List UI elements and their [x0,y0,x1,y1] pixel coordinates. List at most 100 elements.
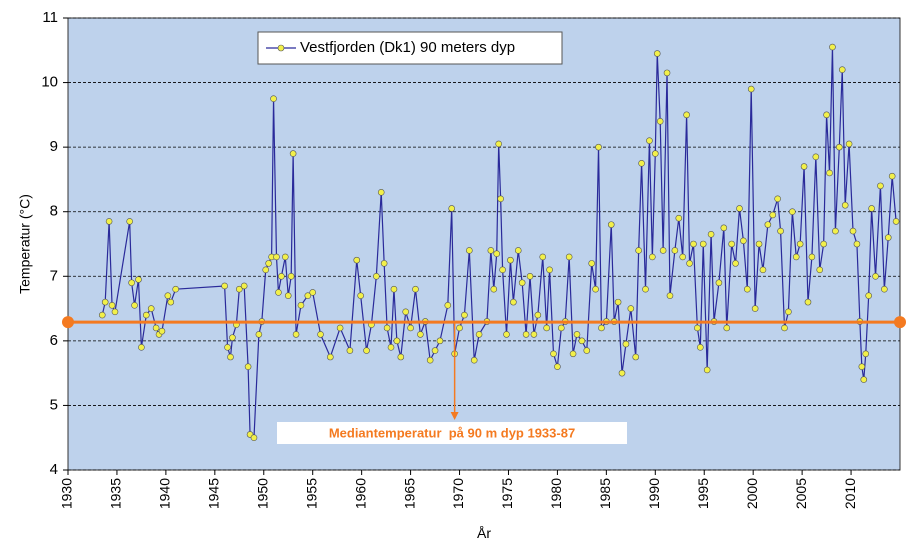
data-point [865,292,872,299]
data-point [789,208,796,216]
data-point [158,327,166,335]
data-point [649,253,656,261]
x-tick-label: 1935 [108,478,124,509]
data-point [143,311,150,319]
data-point [304,292,312,299]
data-point [393,337,401,345]
data-point [284,292,292,299]
data-point [431,347,439,354]
data-point [588,260,595,267]
data-point [792,253,800,261]
data-point [270,95,277,103]
data-point [229,334,236,341]
data-point [892,218,900,225]
data-point [755,240,763,248]
data-point [539,253,547,261]
data-point [699,240,707,248]
x-tick-label: 1995 [695,478,711,509]
data-point [607,221,615,228]
data-point [707,231,715,238]
data-point [128,279,135,287]
y-tick-label: 11 [42,9,58,26]
data-point [656,118,664,125]
median-label-box [277,422,627,444]
data-point [804,298,812,306]
data-point [849,227,857,235]
data-point [275,289,282,296]
data-point [436,337,444,345]
data-point [507,256,514,264]
data-point [417,331,424,338]
data-point [829,43,836,51]
data-point [774,195,781,203]
data-point [614,298,622,306]
data-point [720,224,728,232]
data-point [105,218,113,225]
data-point [683,111,690,119]
median-end [62,316,74,329]
data-point [390,285,398,293]
data-point [838,66,846,73]
data-point [412,285,419,293]
data-point [646,137,653,144]
data-point [444,302,452,309]
data-point [862,350,870,358]
data-point [785,308,792,316]
data-point [853,240,861,248]
data-point [592,285,599,293]
x-tick-label: 1985 [597,478,613,509]
x-tick-label: 1970 [450,478,466,509]
data-point [475,331,483,338]
data-point [510,298,517,306]
data-point [841,201,849,209]
data-point [377,189,385,196]
data-point [240,282,248,290]
y-tick-label: 4 [50,461,58,478]
data-point [101,298,109,306]
x-tick-label: 1955 [303,478,319,509]
data-point [671,247,679,254]
data-point [497,195,504,203]
data-point [569,350,577,358]
data-point [858,363,866,370]
legend-label: Vestfjorden (Dk1) 90 meters dyp [300,39,515,56]
data-point [224,344,231,351]
data-point [812,153,820,161]
x-axis-title: År [477,525,491,541]
data-point [265,260,272,267]
data-point [868,205,875,212]
x-tick-label: 1940 [157,478,173,509]
data-point [466,247,473,254]
data-point [642,285,649,293]
data-point [826,169,833,177]
data-point [503,331,510,338]
data-point [651,150,659,157]
data-point [402,308,409,316]
data-point [244,363,252,370]
data-point [126,218,133,225]
data-point [635,247,642,254]
data-point [546,266,553,274]
data-point [747,85,755,93]
data-point [470,356,478,364]
data-point [816,266,824,274]
data-point [764,221,772,228]
data-point [777,227,784,235]
data-point [357,292,364,299]
data-point [675,214,683,222]
data-point [686,260,693,267]
data-point [456,324,463,332]
data-point [881,285,888,293]
y-tick-label: 10 [41,74,58,91]
data-point [152,324,160,332]
data-point [317,331,324,338]
data-point [255,331,263,338]
data-point [832,227,839,235]
data-point [573,331,581,338]
data-point [336,324,344,332]
data-point [732,260,739,267]
data-point [387,344,395,351]
data-point [736,205,743,212]
median-end [894,316,906,329]
data-point [595,143,602,151]
